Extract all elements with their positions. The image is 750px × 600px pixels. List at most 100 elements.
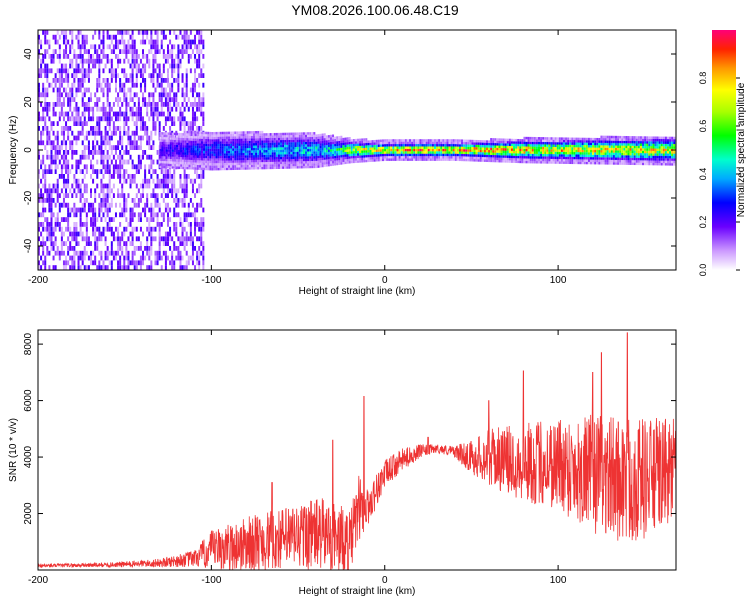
heatmap-cell	[114, 78, 117, 83]
heatmap-cell	[396, 144, 399, 147]
heatmap-cell	[50, 68, 53, 74]
heatmap-cell	[427, 151, 430, 154]
heatmap-cell	[69, 92, 72, 98]
heatmap-cell	[123, 87, 126, 93]
heatmap-cell	[304, 139, 307, 142]
heatmap-cell	[106, 222, 109, 227]
heatmap-cell	[338, 160, 341, 163]
heatmap-cell	[494, 138, 497, 141]
heatmap-cell	[131, 145, 134, 150]
heatmap-cell	[242, 143, 245, 146]
heatmap-cell	[129, 135, 132, 141]
heatmap-cell	[290, 161, 293, 164]
heatmap-cell	[183, 39, 186, 45]
heatmap-cell	[150, 226, 153, 232]
heatmap-cell	[234, 145, 237, 149]
heatmap-cell	[58, 202, 61, 208]
heatmap-cell	[498, 157, 501, 161]
heatmap-cell	[169, 139, 172, 143]
heatmap-cell	[46, 140, 49, 146]
heatmap-cell	[334, 136, 337, 140]
heatmap-cell	[213, 146, 216, 149]
heatmap-cell	[135, 265, 138, 270]
heatmap-cell	[246, 135, 249, 139]
heatmap-cell	[73, 226, 76, 232]
heatmap-cell	[271, 135, 274, 138]
heatmap-cell	[537, 149, 540, 152]
heatmap-cell	[54, 169, 57, 174]
heatmap-cell	[294, 163, 297, 167]
heatmap-cell	[83, 49, 86, 54]
heatmap-cell	[304, 146, 307, 150]
heatmap-cell	[390, 148, 393, 152]
heatmap-cell	[531, 139, 534, 142]
heatmap-cell	[329, 137, 332, 140]
heatmap-cell	[461, 153, 464, 157]
heatmap-cell	[394, 144, 397, 147]
heatmap-cell	[567, 144, 570, 148]
heatmap-cell	[125, 130, 128, 136]
heatmap-cell	[219, 158, 222, 161]
heatmap-cell	[142, 126, 145, 131]
heatmap-cell	[344, 137, 347, 141]
heatmap-cell	[292, 132, 295, 136]
heatmap-cell	[456, 153, 459, 157]
heatmap-cell	[102, 265, 105, 270]
heatmap-cell	[173, 116, 176, 122]
heatmap-cell	[533, 136, 536, 140]
heatmap-cell	[294, 158, 297, 162]
heatmap-cell	[152, 39, 155, 45]
heatmap-cell	[161, 148, 164, 152]
heatmap-cell	[179, 58, 182, 64]
heatmap-cell	[110, 231, 113, 237]
heatmap-cell	[83, 207, 86, 213]
heatmap-cell	[42, 159, 45, 165]
heatmap-cell	[75, 111, 78, 117]
heatmap-cell	[194, 58, 197, 64]
heatmap-cell	[346, 146, 349, 150]
heatmap-cell	[365, 147, 368, 151]
heatmap-cell	[259, 135, 262, 139]
heatmap-cell	[129, 241, 132, 246]
heatmap-cell	[325, 156, 328, 160]
heatmap-cell	[317, 141, 320, 144]
heatmap-cell	[252, 164, 255, 168]
heatmap-cell	[198, 141, 201, 144]
heatmap-cell	[338, 157, 341, 161]
heatmap-cell	[194, 116, 197, 122]
heatmap-cell	[81, 236, 84, 242]
heatmap-cell	[117, 154, 120, 160]
heatmap-cell	[369, 149, 372, 153]
heatmap-cell	[594, 145, 597, 148]
heatmap-cell	[280, 152, 283, 155]
heatmap-cell	[481, 152, 484, 155]
heatmap-cell	[433, 151, 436, 154]
heatmap-cell	[165, 161, 168, 164]
heatmap-cell	[513, 155, 516, 159]
heatmap-cell	[58, 34, 61, 40]
heatmap-cell	[131, 207, 134, 213]
heatmap-cell	[65, 159, 68, 165]
heatmap-cell	[259, 157, 262, 160]
heatmap-cell	[496, 157, 499, 160]
heatmap-cell	[154, 226, 157, 232]
heatmap-cell	[98, 265, 101, 270]
heatmap-cell	[60, 30, 63, 35]
heatmap-cell	[296, 144, 299, 147]
heatmap-cell	[81, 231, 84, 237]
heatmap-cell	[442, 151, 445, 154]
heatmap-cell	[313, 141, 316, 145]
heatmap-cell	[102, 260, 105, 266]
heatmap-cell	[137, 188, 140, 194]
heatmap-cell	[133, 145, 136, 150]
heatmap-cell	[575, 161, 578, 165]
heatmap-cell	[531, 156, 534, 159]
heatmap-cell	[375, 149, 378, 152]
heatmap-cell	[523, 148, 526, 152]
heatmap-cell	[635, 150, 638, 154]
heatmap-cell	[469, 139, 472, 143]
heatmap-cell	[156, 44, 159, 50]
heatmap-cell	[575, 137, 578, 141]
heatmap-cell	[573, 147, 576, 150]
heatmap-cell	[608, 159, 611, 163]
